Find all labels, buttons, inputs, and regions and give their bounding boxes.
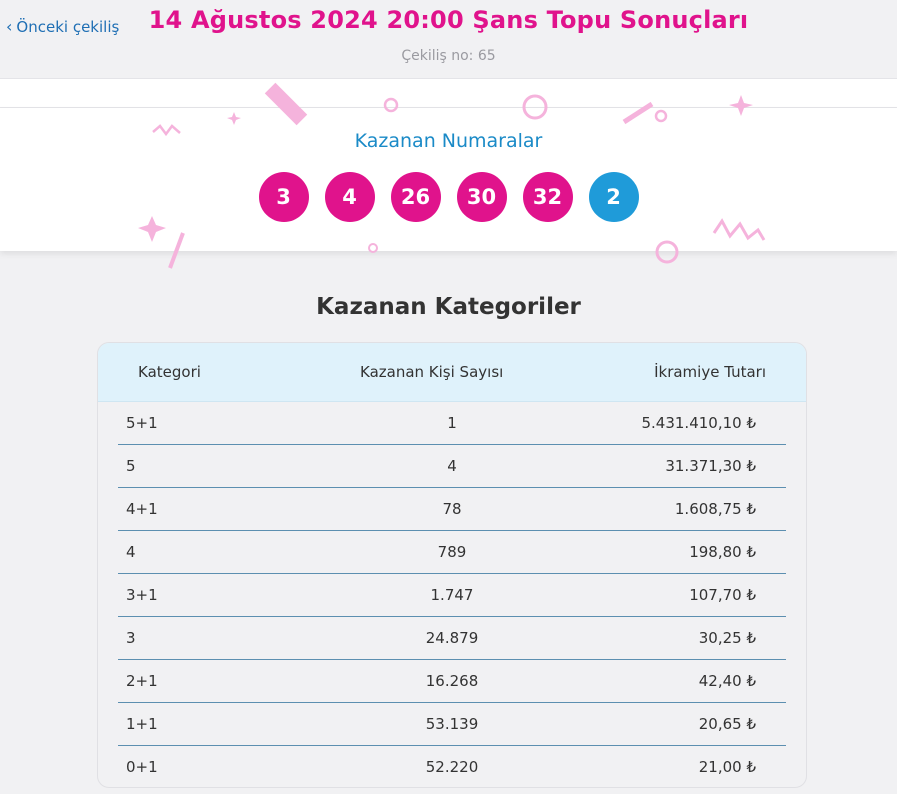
prize-cell: 31.371,30 ₺ xyxy=(665,457,756,475)
table-row: 3+1 1.747 107,70 ₺ xyxy=(118,574,786,617)
winners-cell: 1 xyxy=(447,414,457,432)
separator-strip xyxy=(0,79,897,108)
top-bar: ‹ Önceki çekiliş 14 Ağustos 2024 20:00 Ş… xyxy=(0,0,897,79)
table-row: 4 789 198,80 ₺ xyxy=(118,531,786,574)
winners-cell: 789 xyxy=(437,543,467,561)
prize-cell: 1.608,75 ₺ xyxy=(674,500,756,518)
prize-cell: 30,25 ₺ xyxy=(698,629,756,647)
category-cell: 3+1 xyxy=(126,586,158,604)
winners-cell: 24.879 xyxy=(425,629,479,647)
number-ball: 30 xyxy=(456,172,507,222)
winners-cell: 53.139 xyxy=(425,715,479,733)
category-cell: 2+1 xyxy=(126,672,158,690)
header-winners: Kazanan Kişi Sayısı xyxy=(360,363,504,381)
page-title: 14 Ağustos 2024 20:00 Şans Topu Sonuçlar… xyxy=(148,6,749,34)
category-cell: 3 xyxy=(126,629,136,647)
categories-title: Kazanan Kategoriler xyxy=(316,294,581,320)
category-cell: 1+1 xyxy=(126,715,158,733)
prize-cell: 42,40 ₺ xyxy=(698,672,756,690)
previous-draw-label: Önceki çekiliş xyxy=(16,18,120,36)
number-ball: 3 xyxy=(258,172,309,222)
number-ball: 4 xyxy=(324,172,375,222)
category-cell: 4 xyxy=(126,543,136,561)
table-row: 3 24.879 30,25 ₺ xyxy=(118,617,786,660)
winning-numbers-title: Kazanan Numaralar xyxy=(354,130,543,152)
table-header: Kategori Kazanan Kişi Sayısı İkramiye Tu… xyxy=(98,343,806,402)
category-cell: 5 xyxy=(126,457,136,475)
plus-number-ball: 2 xyxy=(588,172,639,222)
winners-cell: 16.268 xyxy=(425,672,479,690)
previous-draw-link[interactable]: ‹ Önceki çekiliş xyxy=(6,18,119,36)
prize-cell: 21,00 ₺ xyxy=(698,758,756,776)
table-body: 5+1 1 5.431.410,10 ₺ 5 4 31.371,30 ₺ 4+1… xyxy=(98,402,806,787)
category-cell: 5+1 xyxy=(126,414,158,432)
winners-cell: 78 xyxy=(442,500,462,518)
table-row: 0+1 52.220 21,00 ₺ xyxy=(118,746,786,787)
winning-balls: 3 4 26 30 32 2 xyxy=(0,172,897,222)
number-ball: 26 xyxy=(390,172,441,222)
prize-cell: 20,65 ₺ xyxy=(698,715,756,733)
table-row: 5 4 31.371,30 ₺ xyxy=(118,445,786,488)
winners-cell: 1.747 xyxy=(430,586,474,604)
table-row: 2+1 16.268 42,40 ₺ xyxy=(118,660,786,703)
table-row: 4+1 78 1.608,75 ₺ xyxy=(118,488,786,531)
prize-cell: 107,70 ₺ xyxy=(689,586,756,604)
category-cell: 4+1 xyxy=(126,500,158,518)
prize-cell: 5.431.410,10 ₺ xyxy=(641,414,756,432)
chevron-left-icon: ‹ xyxy=(6,17,13,36)
draw-number: Çekiliş no: 65 xyxy=(401,48,496,64)
category-cell: 0+1 xyxy=(126,758,158,776)
table-row: 5+1 1 5.431.410,10 ₺ xyxy=(118,402,786,445)
categories-table: Kategori Kazanan Kişi Sayısı İkramiye Tu… xyxy=(97,342,807,788)
header-category: Kategori xyxy=(138,363,201,381)
winners-cell: 52.220 xyxy=(425,758,479,776)
number-ball: 32 xyxy=(522,172,573,222)
winners-cell: 4 xyxy=(447,457,457,475)
header-prize: İkramiye Tutarı xyxy=(654,363,766,381)
table-row: 1+1 53.139 20,65 ₺ xyxy=(118,703,786,746)
prize-cell: 198,80 ₺ xyxy=(689,543,756,561)
